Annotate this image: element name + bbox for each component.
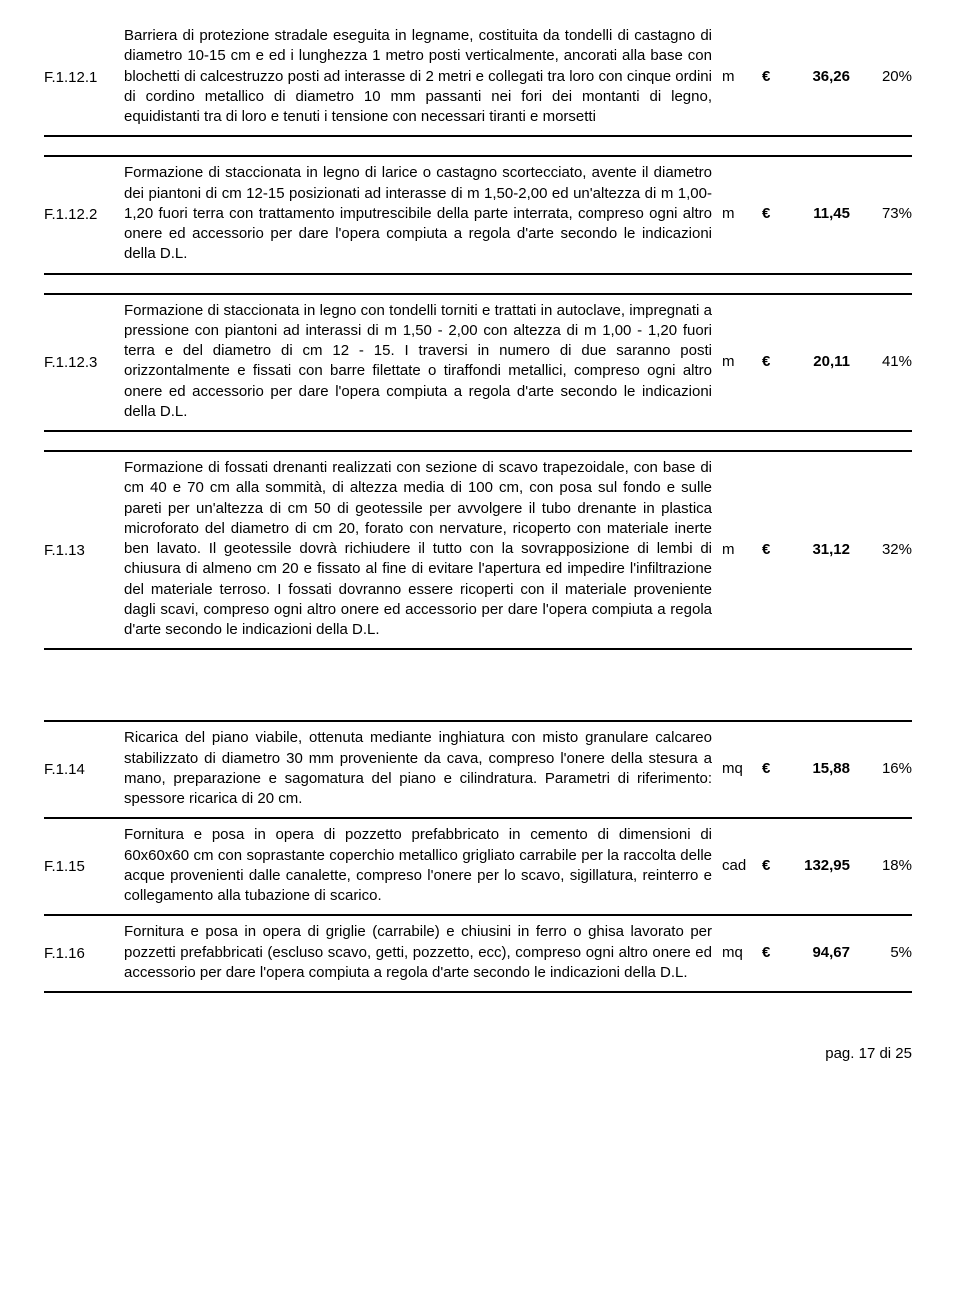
percent-cell: 41% [858, 353, 912, 370]
description-cell: Fornitura e posa in opera di griglie (ca… [124, 922, 722, 983]
table-row: F.1.15 Fornitura e posa in opera di pozz… [44, 819, 912, 916]
code-cell: F.1.12.1 [44, 26, 124, 127]
code-cell: F.1.16 [44, 922, 124, 983]
percent-cell: 18% [858, 857, 912, 874]
table-row: F.1.12.3 Formazione di staccionata in le… [44, 293, 912, 433]
code-cell: F.1.15 [44, 825, 124, 906]
currency-cell: € [762, 760, 780, 777]
code-cell: F.1.12.3 [44, 301, 124, 423]
page-footer: pag. 17 di 25 [0, 1013, 960, 1082]
unit-cell: cad [722, 857, 762, 874]
unit-cell: m [722, 205, 762, 222]
table-row: F.1.16 Fornitura e posa in opera di grig… [44, 916, 912, 993]
price-cell: 36,26 [780, 68, 858, 85]
percent-cell: 32% [858, 541, 912, 558]
percent-cell: 5% [858, 944, 912, 961]
unit-cell: m [722, 68, 762, 85]
price-cell: 31,12 [780, 541, 858, 558]
price-cell: 11,45 [780, 205, 858, 222]
currency-cell: € [762, 205, 780, 222]
description-cell: Barriera di protezione stradale eseguita… [124, 26, 722, 127]
table-row: F.1.14 Ricarica del piano viabile, otten… [44, 720, 912, 819]
price-cell: 132,95 [780, 857, 858, 874]
table-row: F.1.12.1 Barriera di protezione stradale… [44, 20, 912, 137]
percent-cell: 16% [858, 760, 912, 777]
code-cell: F.1.12.2 [44, 163, 124, 264]
description-cell: Formazione di staccionata in legno con t… [124, 301, 722, 423]
section-gap [44, 650, 912, 720]
currency-cell: € [762, 353, 780, 370]
description-cell: Formazione di staccionata in legno di la… [124, 163, 722, 264]
code-cell: F.1.13 [44, 458, 124, 640]
unit-cell: mq [722, 760, 762, 777]
table-row: F.1.13 Formazione di fossati drenanti re… [44, 450, 912, 650]
page-content: F.1.12.1 Barriera di protezione stradale… [0, 0, 960, 1013]
price-cell: 94,67 [780, 944, 858, 961]
percent-cell: 20% [858, 68, 912, 85]
currency-cell: € [762, 857, 780, 874]
currency-cell: € [762, 68, 780, 85]
description-cell: Fornitura e posa in opera di pozzetto pr… [124, 825, 722, 906]
unit-cell: mq [722, 944, 762, 961]
description-cell: Ricarica del piano viabile, ottenuta med… [124, 728, 722, 809]
currency-cell: € [762, 944, 780, 961]
description-cell: Formazione di fossati drenanti realizzat… [124, 458, 722, 640]
code-cell: F.1.14 [44, 728, 124, 809]
table-row: F.1.12.2 Formazione di staccionata in le… [44, 155, 912, 274]
price-cell: 20,11 [780, 353, 858, 370]
unit-cell: m [722, 353, 762, 370]
percent-cell: 73% [858, 205, 912, 222]
currency-cell: € [762, 541, 780, 558]
price-cell: 15,88 [780, 760, 858, 777]
unit-cell: m [722, 541, 762, 558]
